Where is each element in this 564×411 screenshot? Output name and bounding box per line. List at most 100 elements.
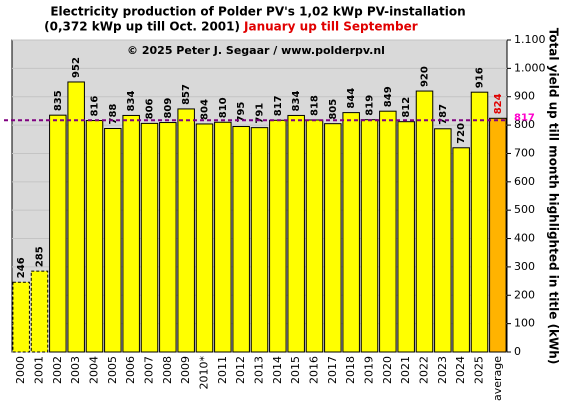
annotation: © 2025 Peter J. Segaar / www.polderpv.nl: [127, 44, 385, 57]
bar: [85, 120, 104, 353]
x-tick-label: 2018: [344, 356, 357, 384]
chart-title: Electricity production of Polder PV's 1,…: [50, 5, 465, 19]
x-tick-label: 2009: [179, 356, 192, 384]
y-tick-label: 0: [514, 345, 521, 358]
y-tick-label: 100: [514, 317, 535, 330]
bar: [250, 127, 269, 353]
bar: [324, 123, 342, 353]
value-label: 834: [291, 91, 302, 112]
value-label: 834: [126, 91, 137, 112]
y-axis-label: Total yield up till month highlighted in…: [547, 28, 561, 365]
x-tick-label: 2011: [216, 356, 229, 384]
y-tick-label: 700: [514, 146, 535, 159]
bar: [287, 114, 305, 353]
bar: [397, 121, 415, 353]
value-label: 720: [456, 123, 467, 144]
value-label: 952: [71, 57, 82, 78]
y-tick-label: 800: [514, 118, 535, 131]
bar: [30, 270, 49, 353]
x-tick-label: 2010*: [198, 356, 211, 390]
value-label: 285: [35, 246, 46, 267]
bar: [452, 147, 470, 353]
x-tick-label: 2003: [69, 356, 82, 384]
chart-subtitle: (0,372 kWp up till Oct. 2001): [44, 20, 240, 34]
bar: [49, 114, 67, 353]
bar: [379, 110, 397, 353]
y-tick-label: 1.000: [514, 61, 546, 74]
bar: [360, 119, 379, 353]
x-tick-label: 2002: [51, 356, 64, 384]
x-tick-label: 2013: [253, 356, 266, 384]
y-tick-label: 900: [514, 90, 535, 103]
value-label: 844: [346, 88, 357, 109]
value-label: 246: [16, 257, 27, 278]
value-label: 849: [383, 86, 394, 107]
bar: [67, 81, 85, 353]
x-tick-label: 2022: [418, 356, 431, 384]
value-label: 812: [401, 97, 412, 118]
value-label: 788: [108, 104, 119, 125]
value-label: 857: [181, 84, 192, 105]
value-label: 817: [273, 95, 284, 116]
x-tick-label: 2014: [271, 356, 284, 384]
x-tick-label: 2019: [363, 356, 376, 384]
x-tick-label: 2025: [473, 356, 486, 384]
y-tick-label: 1.100: [514, 33, 546, 46]
y-tick-label: 400: [514, 232, 535, 245]
reference-label: 817: [514, 112, 535, 123]
value-label: 795: [236, 102, 247, 123]
bar: [489, 117, 507, 353]
bar: [122, 114, 140, 353]
bar: [269, 119, 287, 353]
bar: [12, 281, 30, 353]
x-tick-label: 2021: [399, 356, 412, 384]
value-label: 809: [163, 98, 174, 119]
x-tick-label: average: [491, 356, 504, 401]
y-tick-label: 600: [514, 175, 535, 188]
value-label: 816: [90, 96, 101, 117]
x-tick-label: 2006: [124, 356, 137, 384]
x-tick-label: 2007: [143, 356, 156, 384]
value-label: 804: [200, 99, 211, 120]
bar: [415, 90, 434, 353]
value-label: 787: [438, 104, 449, 125]
value-label: 916: [475, 67, 486, 88]
x-tick-label: 2000: [14, 356, 27, 384]
x-tick-label: 2005: [106, 356, 119, 384]
bar: [434, 128, 452, 353]
value-label: 835: [53, 90, 64, 111]
value-label: 791: [255, 103, 266, 124]
value-label: 819: [365, 95, 376, 116]
bar: [104, 127, 122, 353]
x-tick-label: 2023: [436, 356, 449, 384]
x-tick-label: 2024: [454, 356, 467, 384]
x-tick-label: 2004: [88, 356, 101, 384]
value-label: 806: [145, 98, 156, 119]
bar: [305, 119, 324, 353]
x-tick-label: 2015: [289, 356, 302, 384]
value-label: 805: [328, 99, 339, 120]
x-tick-label: 2008: [161, 356, 174, 384]
bar: [214, 121, 232, 353]
y-tick-label: 200: [514, 288, 535, 301]
x-tick-label: 2012: [234, 356, 247, 384]
chart-subtitle-highlight: January up till September: [243, 20, 418, 34]
bar: [195, 123, 214, 353]
y-tick-label: 300: [514, 260, 535, 273]
value-label: 810: [218, 97, 229, 118]
value-label: 920: [420, 66, 431, 87]
value-label: 818: [310, 95, 321, 116]
x-tick-label: 2001: [33, 356, 46, 384]
x-tick-label: 2020: [381, 356, 394, 384]
y-tick-label: 500: [514, 203, 535, 216]
bar: [177, 108, 195, 353]
bar: [342, 112, 360, 353]
x-tick-label: 2017: [326, 356, 339, 384]
bar: [140, 122, 159, 353]
bar: [232, 126, 250, 353]
x-tick-label: 2016: [308, 356, 321, 384]
bar: [159, 122, 177, 353]
value-label: 824: [493, 93, 504, 114]
bar: [470, 91, 489, 353]
